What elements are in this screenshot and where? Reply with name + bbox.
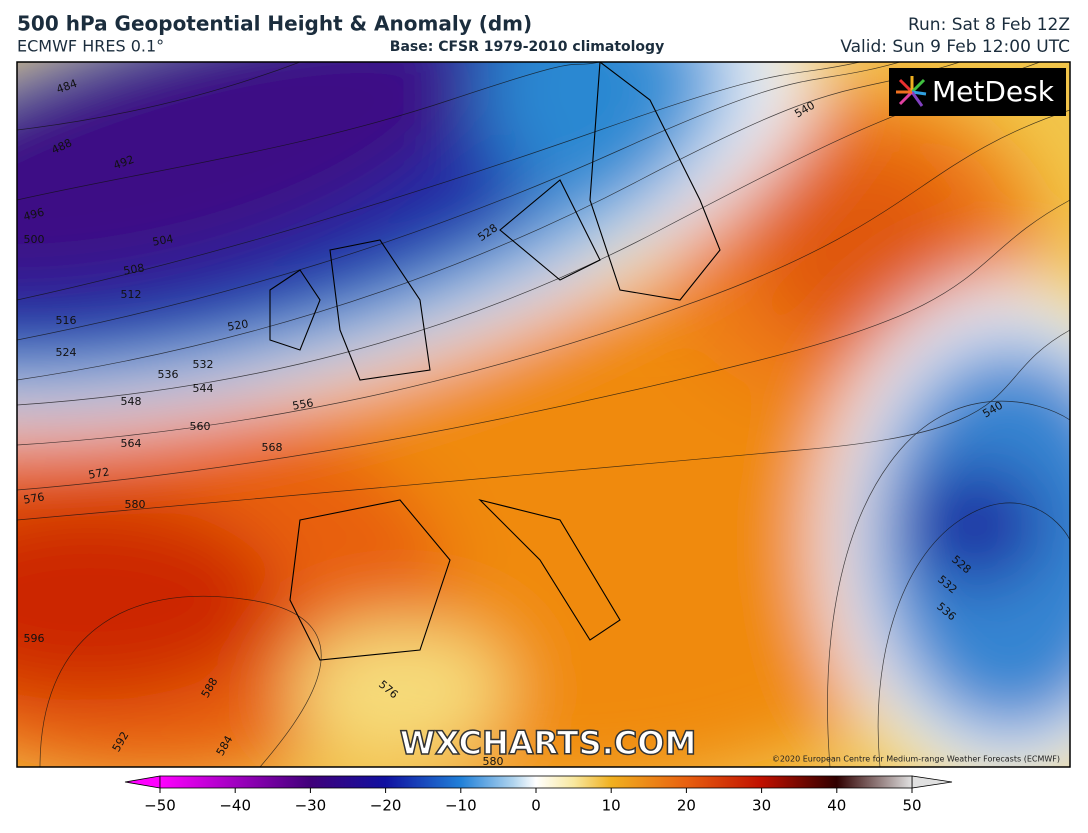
map xyxy=(17,62,1070,767)
contour-label: 572 xyxy=(87,465,110,481)
logo-icon xyxy=(896,76,927,107)
contour-label: 496 xyxy=(22,206,46,224)
contour-label: 532 xyxy=(193,358,214,371)
model: ECMWF HRES 0.1° xyxy=(17,37,164,56)
contour-label: 516 xyxy=(56,314,77,327)
colorbar-tick-label: −40 xyxy=(219,797,251,815)
colorbar-tick-label: −50 xyxy=(144,797,176,815)
colorbar-tick-label: −20 xyxy=(370,797,402,815)
valid: Valid: Sun 9 Feb 12:00 UTC xyxy=(840,37,1070,57)
logo: MetDesk xyxy=(932,75,1055,108)
colorbar-tick-label: −30 xyxy=(295,797,327,815)
title: 500 hPa Geopotential Height & Anomaly (d… xyxy=(17,12,532,36)
base: Base: CFSR 1979-2010 climatology xyxy=(390,39,664,55)
colorbar-tick-label: 0 xyxy=(531,797,541,815)
colorbar-tick-label: 30 xyxy=(752,797,771,815)
contour-label: 556 xyxy=(291,396,314,412)
colorbar xyxy=(124,775,953,789)
contour-label: 580 xyxy=(483,755,504,768)
contour-label: 564 xyxy=(121,437,142,450)
copyright: ©2020 European Centre for Medium-range W… xyxy=(772,755,1060,764)
contour-label: 504 xyxy=(151,232,174,248)
contour-label: 568 xyxy=(262,441,283,454)
contour-label: 524 xyxy=(56,346,77,359)
colorbar-tick-label: 40 xyxy=(827,797,846,815)
contour-label: 500 xyxy=(24,233,45,246)
contour-label: 576 xyxy=(22,490,45,506)
contour-label: 548 xyxy=(121,395,142,408)
contour-label: 596 xyxy=(24,632,45,645)
contour-label: 508 xyxy=(122,261,145,277)
contour-label: 520 xyxy=(226,317,249,333)
run: Run: Sat 8 Feb 12Z xyxy=(908,15,1070,35)
colorbar-tick-label: 10 xyxy=(602,797,621,815)
contour-label: 544 xyxy=(193,382,214,395)
contour-label: 536 xyxy=(158,368,179,381)
colorbar-tick-label: 20 xyxy=(677,797,696,815)
contour-label: 512 xyxy=(121,288,142,301)
watermark: WXCHARTS.COM xyxy=(400,724,697,762)
contour-label: 560 xyxy=(190,420,211,433)
colorbar-tick-label: −10 xyxy=(445,797,477,815)
colorbar-tick-label: 50 xyxy=(902,797,921,815)
contour-label: 580 xyxy=(125,498,146,511)
